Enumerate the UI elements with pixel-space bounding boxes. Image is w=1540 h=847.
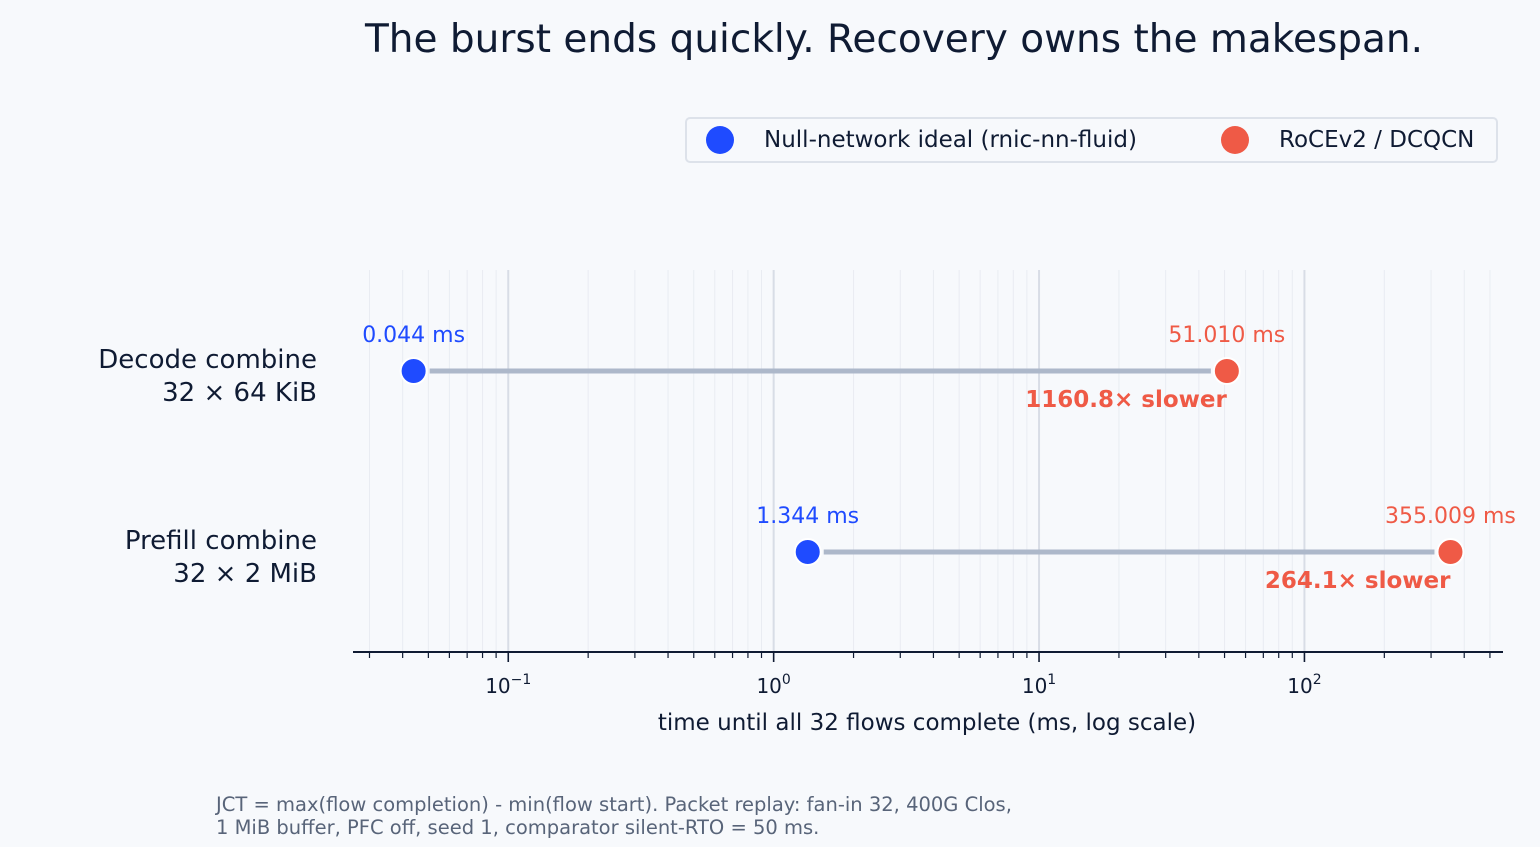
- category-label-line2: 32 × 64 KiB: [162, 378, 317, 408]
- legend: Null-network ideal (rnic-nn-fluid) RoCEv…: [685, 117, 1498, 163]
- legend-label-rocev2: RoCEv2 / DCQCN: [1279, 127, 1474, 153]
- footnote-line-1: JCT = max(flow completion) - min(flow st…: [214, 793, 1012, 816]
- footnote-line-2: 1 MiB buffer, PFC off, seed 1, comparato…: [216, 816, 819, 839]
- grid: [368, 270, 1491, 652]
- data-label-rocev2: 51.010 ms: [1168, 323, 1285, 348]
- x-axis: 10−1 100 101 102: [353, 651, 1503, 698]
- point-ideal: [793, 538, 822, 566]
- legend-marker-rocev2: [1221, 126, 1249, 154]
- x-axis-label: time until all 32 flows complete (ms, lo…: [658, 710, 1196, 736]
- slowdown-label: 1160.8× slower: [1025, 387, 1227, 413]
- data-label-ideal: 0.044 ms: [362, 323, 465, 348]
- legend-label-ideal: Null-network ideal (rnic-nn-fluid): [764, 127, 1137, 153]
- x-tick-label: 10−1: [485, 672, 531, 698]
- point-rocev2: [1212, 357, 1241, 385]
- x-tick-label: 100: [756, 672, 790, 698]
- data-label-rocev2: 355.009 ms: [1385, 504, 1516, 529]
- x-tick-label: 101: [1022, 672, 1056, 698]
- point-rocev2: [1436, 538, 1465, 566]
- point-ideal: [399, 357, 428, 385]
- legend-frame: [685, 117, 1498, 163]
- category-label-line1: Decode combine: [98, 345, 317, 375]
- data-label-ideal: 1.344 ms: [756, 504, 859, 529]
- category-label-line1: Prefill combine: [125, 526, 317, 556]
- x-tick-label: 102: [1287, 672, 1321, 698]
- legend-marker-ideal: [706, 126, 734, 154]
- category-label-line2: 32 × 2 MiB: [173, 559, 317, 589]
- chart-title: The burst ends quickly. Recovery owns th…: [364, 17, 1423, 62]
- slowdown-label: 264.1× slower: [1265, 568, 1451, 594]
